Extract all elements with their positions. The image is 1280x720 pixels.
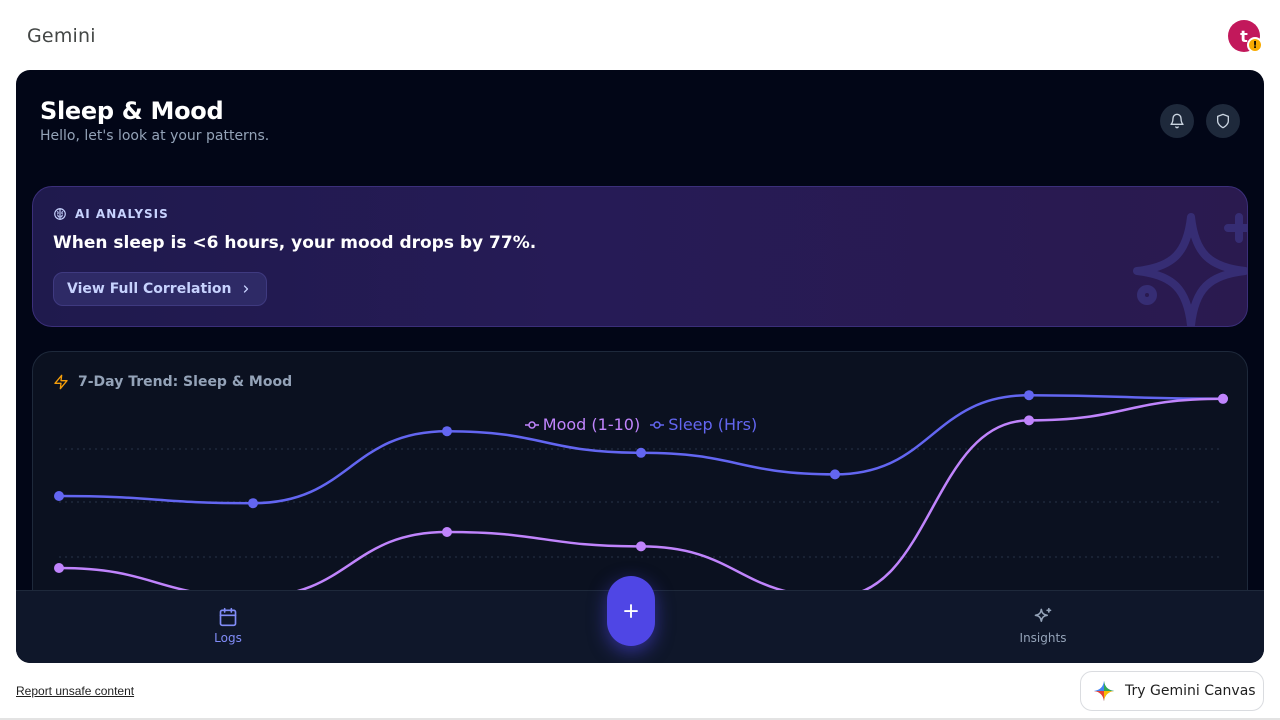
add-log-button[interactable]	[607, 576, 655, 646]
page-title: Sleep & Mood	[40, 97, 224, 125]
view-correlation-button[interactable]: View Full Correlation	[53, 272, 267, 306]
avatar[interactable]: t	[1228, 20, 1260, 52]
data-point-mood-0[interactable]	[54, 563, 64, 573]
data-point-sleep-3[interactable]	[636, 447, 646, 458]
nav-insights[interactable]: Insights	[1003, 607, 1083, 645]
legend-label-sleep: Sleep (Hrs)	[668, 415, 758, 434]
data-point-sleep-1[interactable]	[248, 498, 258, 509]
data-point-mood-3[interactable]	[636, 541, 646, 552]
bell-icon	[1170, 113, 1184, 129]
data-point-sleep-5[interactable]	[1024, 390, 1034, 401]
lightning-icon	[54, 374, 68, 390]
legend-marker-sleep	[650, 420, 665, 429]
view-correlation-label: View Full Correlation	[67, 281, 232, 297]
data-point-mood-2[interactable]	[442, 527, 452, 537]
shield-icon	[1217, 113, 1229, 129]
nav-insights-label: Insights	[1019, 631, 1067, 645]
plus-icon	[624, 604, 638, 618]
data-point-sleep-0[interactable]	[54, 491, 64, 501]
legend-item-sleep[interactable]: Sleep (Hrs)	[650, 415, 757, 434]
sparkle-icon	[1133, 213, 1247, 326]
top-bar: Gemini t !	[0, 0, 1280, 70]
brand-logo[interactable]: Gemini	[27, 25, 96, 47]
legend-item-mood[interactable]: Mood (1-10)	[524, 415, 641, 434]
legend-marker-mood	[524, 420, 539, 429]
ai-analysis-card: AI ANALYSIS When sleep is <6 hours, your…	[32, 186, 1248, 327]
sparkles-icon	[1034, 607, 1052, 622]
privacy-button[interactable]	[1206, 104, 1240, 138]
app-frame: Sleep & Mood Hello, let's look at your p…	[16, 70, 1264, 663]
data-point-mood-6[interactable]	[1218, 393, 1228, 404]
ai-insight-text: When sleep is <6 hours, your mood drops …	[53, 233, 537, 253]
series-line-mood	[58, 397, 1224, 599]
data-point-mood-5[interactable]	[1024, 415, 1034, 426]
chart-legend: Mood (1-10) Sleep (Hrs)	[33, 415, 1247, 434]
notifications-button[interactable]	[1160, 104, 1194, 138]
page-subtitle: Hello, let's look at your patterns.	[40, 128, 270, 144]
calendar-icon	[219, 607, 237, 627]
warning-badge: !	[1247, 37, 1263, 53]
legend-label-mood: Mood (1-10)	[542, 415, 641, 434]
gemini-spark-icon	[1093, 680, 1115, 702]
chart-title-row: 7-Day Trend: Sleep & Mood	[53, 374, 292, 390]
data-point-sleep-4[interactable]	[830, 469, 840, 480]
try-canvas-label: Try Gemini Canvas	[1125, 683, 1256, 699]
chart-title: 7-Day Trend: Sleep & Mood	[78, 374, 293, 390]
report-unsafe-link[interactable]: Report unsafe content	[16, 684, 135, 698]
try-canvas-button[interactable]: Try Gemini Canvas	[1080, 671, 1264, 711]
divider	[0, 718, 1280, 720]
brain-icon	[54, 208, 66, 220]
chevron-right-icon	[243, 285, 248, 293]
ai-label-row: AI ANALYSIS	[53, 207, 169, 221]
data-point-sleep-2[interactable]	[442, 426, 452, 437]
ai-label: AI ANALYSIS	[75, 207, 169, 221]
nav-logs[interactable]: Logs	[188, 607, 268, 645]
nav-logs-label: Logs	[214, 631, 242, 645]
